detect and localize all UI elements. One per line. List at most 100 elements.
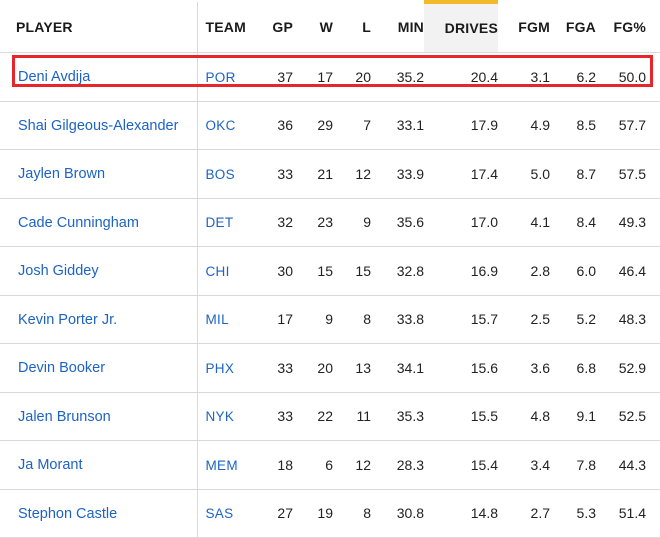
wins-cell: 17 <box>293 52 333 102</box>
minutes-cell: 35.6 <box>371 198 424 247</box>
minutes-cell: 35.2 <box>371 52 424 102</box>
fg-pct-cell: 52.9 <box>596 343 660 393</box>
player-cell: Kevin Porter Jr. <box>0 295 197 344</box>
team-cell: SAS <box>196 489 261 538</box>
fga-cell: 5.2 <box>550 295 596 344</box>
player-name-link[interactable]: Devin Booker <box>18 360 106 377</box>
fg-pct-cell: 48.3 <box>596 295 660 344</box>
wins-cell: 6 <box>293 440 333 490</box>
fga-cell: 7.8 <box>550 440 596 490</box>
gp-cell: 36 <box>261 101 293 150</box>
fga-cell: 5.3 <box>550 489 596 538</box>
fg-pct-cell: 44.3 <box>596 440 660 490</box>
player-name-link[interactable]: Ja Morant <box>18 457 83 474</box>
player-cell: Deni Avdija <box>0 52 197 102</box>
fg-pct-cell: 57.5 <box>596 149 660 199</box>
wins-cell: 23 <box>293 198 333 247</box>
player-name-link[interactable]: Deni Avdija <box>18 69 91 86</box>
table-row: Stephon Castle SAS 27 19 8 30.8 14.8 2.7 5.3 51.4 <box>0 489 660 538</box>
drives-cell: 17.9 <box>424 101 498 150</box>
gp-cell: 33 <box>261 392 293 441</box>
wins-cell: 20 <box>293 343 333 393</box>
drives-cell: 16.9 <box>424 246 498 296</box>
player-name-link[interactable]: Shai Gilgeous-Alexander <box>18 117 179 134</box>
player-name-link[interactable]: Jalen Brunson <box>18 408 111 425</box>
wins-cell: 9 <box>293 295 333 344</box>
column-header-l[interactable]: L <box>333 2 371 53</box>
minutes-cell: 34.1 <box>371 343 424 393</box>
column-header-fgm[interactable]: FGM <box>498 2 550 53</box>
table-row: Josh Giddey CHI 30 15 15 32.8 16.9 2.8 6.0 46.4 <box>0 246 660 296</box>
wins-cell: 15 <box>293 246 333 296</box>
wins-cell: 22 <box>293 392 333 441</box>
fgm-cell: 3.4 <box>498 440 550 490</box>
player-cell: Devin Booker <box>0 343 197 393</box>
drives-cell: 15.4 <box>424 440 498 490</box>
team-cell: NYK <box>196 392 261 441</box>
column-header-player[interactable]: PLAYER <box>0 2 197 53</box>
fgm-cell: 3.1 <box>498 52 550 102</box>
column-header-gp[interactable]: GP <box>261 2 293 53</box>
drives-cell: 20.4 <box>424 52 498 102</box>
team-link[interactable]: DET <box>205 215 234 231</box>
drives-cell: 15.7 <box>424 295 498 344</box>
column-header-fga[interactable]: FGA <box>550 2 596 53</box>
player-cell: Josh Giddey <box>0 246 197 296</box>
minutes-cell: 28.3 <box>371 440 424 490</box>
column-header-drives[interactable]: DRIVES <box>424 0 498 53</box>
team-cell: DET <box>196 198 261 247</box>
player-name-link[interactable]: Jaylen Brown <box>18 166 106 183</box>
player-cell: Shai Gilgeous-Alexander <box>0 101 197 150</box>
team-link[interactable]: OKC <box>205 118 236 134</box>
column-header-min[interactable]: MIN <box>371 2 424 53</box>
fga-cell: 8.5 <box>550 101 596 150</box>
drives-cell: 15.6 <box>424 343 498 393</box>
losses-cell: 15 <box>333 246 371 296</box>
fga-cell: 6.2 <box>550 52 596 102</box>
fg-pct-cell: 51.4 <box>596 489 660 538</box>
team-link[interactable]: MEM <box>205 457 238 473</box>
column-header-fg-pct[interactable]: FG% <box>596 2 660 53</box>
table-header-row: PLAYER TEAM GP W L MIN DRIVES FGM FGA FG… <box>0 0 660 53</box>
table-row: Jaylen Brown BOS 33 21 12 33.9 17.4 5.0 8.7 57.5 <box>0 149 660 199</box>
losses-cell: 8 <box>333 295 371 344</box>
player-name-link[interactable]: Josh Giddey <box>18 263 99 280</box>
team-cell: CHI <box>196 246 261 296</box>
gp-cell: 33 <box>261 149 293 199</box>
minutes-cell: 35.3 <box>371 392 424 441</box>
losses-cell: 12 <box>333 440 371 490</box>
gp-cell: 32 <box>261 198 293 247</box>
table-row: Jalen Brunson NYK 33 22 11 35.3 15.5 4.8 9.1 52.5 <box>0 392 660 441</box>
table-row: Devin Booker PHX 33 20 13 34.1 15.6 3.6 6.8 52.9 <box>0 343 660 393</box>
minutes-cell: 33.9 <box>371 149 424 199</box>
team-link[interactable]: MIL <box>205 312 229 328</box>
team-link[interactable]: NYK <box>205 409 235 425</box>
wins-cell: 19 <box>293 489 333 538</box>
table-row: Ja Morant MEM 18 6 12 28.3 15.4 3.4 7.8 44.3 <box>0 440 660 490</box>
fga-cell: 6.0 <box>550 246 596 296</box>
drives-cell: 17.4 <box>424 149 498 199</box>
fg-pct-cell: 52.5 <box>596 392 660 441</box>
column-header-w[interactable]: W <box>293 2 333 53</box>
fgm-cell: 4.1 <box>498 198 550 247</box>
player-name-link[interactable]: Cade Cunningham <box>18 214 139 231</box>
team-link[interactable]: POR <box>205 69 236 85</box>
drives-cell: 14.8 <box>424 489 498 538</box>
player-cell: Cade Cunningham <box>0 198 197 247</box>
column-header-team[interactable]: TEAM <box>196 2 261 53</box>
team-link[interactable]: BOS <box>205 166 235 182</box>
gp-cell: 18 <box>261 440 293 490</box>
losses-cell: 12 <box>333 149 371 199</box>
fg-pct-cell: 50.0 <box>596 52 660 102</box>
table-row: Cade Cunningham DET 32 23 9 35.6 17.0 4.1 8.4 49.… <box>0 198 660 247</box>
fg-pct-cell: 57.7 <box>596 101 660 150</box>
minutes-cell: 30.8 <box>371 489 424 538</box>
gp-cell: 17 <box>261 295 293 344</box>
team-link[interactable]: CHI <box>205 263 230 279</box>
player-name-link[interactable]: Stephon Castle <box>18 505 118 522</box>
team-link[interactable]: SAS <box>205 506 234 522</box>
fgm-cell: 5.0 <box>498 149 550 199</box>
player-name-link[interactable]: Kevin Porter Jr. <box>18 311 118 328</box>
team-link[interactable]: PHX <box>205 360 235 376</box>
